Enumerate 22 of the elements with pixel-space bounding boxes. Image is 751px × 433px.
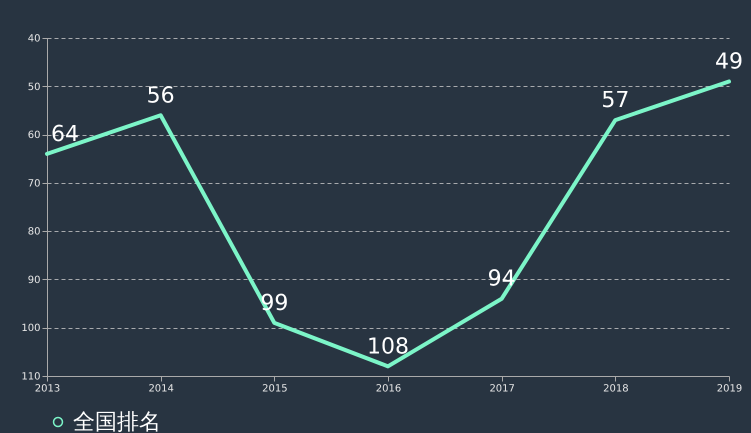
x-tick-label: 2016 xyxy=(376,384,402,394)
x-tick-label: 2014 xyxy=(148,384,174,394)
y-tick-label: 50 xyxy=(28,82,40,93)
x-tick-label: 2018 xyxy=(603,384,629,394)
line-series xyxy=(45,79,731,368)
data-label: 49 xyxy=(715,49,743,74)
data-label: 64 xyxy=(51,122,79,147)
data-label: 108 xyxy=(367,334,409,360)
x-tick-label: 2017 xyxy=(489,384,515,394)
y-tick-label: 100 xyxy=(21,323,40,334)
legend-label: 全国排名 xyxy=(73,410,161,433)
y-tick-label: 90 xyxy=(28,274,40,286)
x-tick-label: 2019 xyxy=(716,384,742,394)
y-tick-label: 80 xyxy=(28,226,40,238)
y-tick-label: 60 xyxy=(28,130,40,142)
y-tick-label: 70 xyxy=(28,178,40,190)
data-label: 56 xyxy=(146,83,175,108)
y-tick-label: 40 xyxy=(28,34,40,44)
x-tick-label: 2013 xyxy=(34,384,60,394)
data-label: 57 xyxy=(601,88,630,114)
y-tick-label: 110 xyxy=(21,372,40,382)
x-tick-label: 2015 xyxy=(262,384,288,394)
